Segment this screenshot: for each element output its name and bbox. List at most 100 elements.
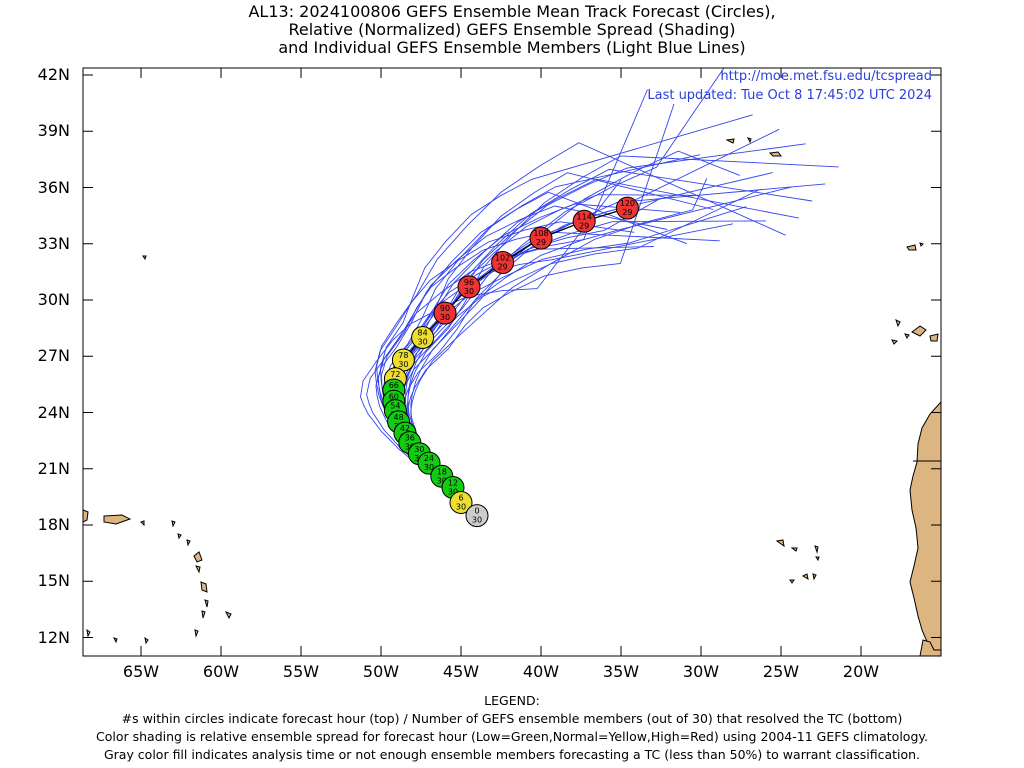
ensemble-member-line bbox=[400, 189, 760, 517]
forecast-hour-label: 42 bbox=[400, 424, 410, 433]
ensemble-member-line bbox=[366, 246, 654, 518]
longitude-label: 60W bbox=[202, 662, 240, 681]
member-count-label: 30 bbox=[398, 360, 408, 369]
member-count-label: 30 bbox=[472, 516, 482, 525]
longitude-label: 50W bbox=[362, 662, 400, 681]
forecast-circle bbox=[433, 301, 457, 325]
latitude-label: 15N bbox=[37, 571, 70, 591]
forecast-hour-label: 120 bbox=[620, 199, 635, 208]
forecast-circle bbox=[465, 504, 489, 528]
chart-title-line-3: and Individual GEFS Ensemble Members (Li… bbox=[278, 38, 746, 57]
latitude-label: 33N bbox=[37, 233, 70, 253]
longitude-label: 25W bbox=[762, 662, 800, 681]
south-america-coast bbox=[919, 639, 941, 656]
latitude-label: 27N bbox=[37, 346, 70, 366]
forecast-hour-label: 96 bbox=[464, 278, 474, 287]
forecast-hour-label: 0 bbox=[474, 507, 479, 516]
latitude-label: 39N bbox=[37, 121, 70, 141]
chart-title-line-2: Relative (Normalized) GEFS Ensemble Spre… bbox=[288, 20, 736, 39]
member-count-label: 29 bbox=[622, 208, 632, 217]
plot-frame bbox=[82, 67, 942, 657]
latitude-label: 30N bbox=[37, 290, 70, 309]
forecast-hour-label: 84 bbox=[418, 329, 428, 338]
legend-line-2: Color shading is relative ensemble sprea… bbox=[96, 729, 928, 744]
longitude-label: 65W bbox=[122, 662, 160, 681]
forecast-hour-label: 66 bbox=[389, 381, 399, 390]
forecast-hour-label: 36 bbox=[405, 434, 415, 443]
forecast-hour-label: 90 bbox=[440, 304, 450, 313]
azores-islands bbox=[725, 137, 782, 157]
member-count-label: 29 bbox=[536, 238, 546, 247]
forecast-hour-label: 54 bbox=[390, 402, 400, 411]
forecast-circle bbox=[411, 326, 435, 349]
latitude-label: 36N bbox=[37, 177, 70, 197]
longitude-label: 45W bbox=[442, 662, 480, 681]
forecast-hour-label: 108 bbox=[533, 229, 548, 238]
lesser-antilles-islands bbox=[86, 255, 232, 645]
latitude-label: 12N bbox=[37, 627, 70, 647]
forecast-circle bbox=[491, 251, 515, 274]
longitude-label: 30W bbox=[682, 662, 720, 681]
forecast-hour-label: 6 bbox=[458, 494, 463, 503]
forecast-hour-label: 102 bbox=[495, 254, 510, 263]
chart-title-line-1: AL13: 2024100806 GEFS Ensemble Mean Trac… bbox=[248, 2, 776, 21]
member-count-label: 29 bbox=[579, 221, 589, 230]
forecast-hour-label: 114 bbox=[577, 212, 592, 221]
member-count-label: 30 bbox=[418, 338, 428, 347]
legend-heading: LEGEND: bbox=[484, 693, 540, 708]
madeira-islands bbox=[906, 242, 924, 251]
forecast-hour-label: 30 bbox=[414, 445, 424, 454]
legend-line-3: Gray color fill indicates analysis time … bbox=[103, 747, 921, 762]
source-url-text: http://moe.met.fsu.edu/tcspread bbox=[720, 69, 932, 84]
cape-verde-islands bbox=[775, 539, 820, 584]
member-count-label: 30 bbox=[424, 463, 434, 472]
member-count-label: 29 bbox=[498, 263, 508, 272]
member-count-label: 30 bbox=[448, 488, 458, 497]
forecast-hour-label: 12 bbox=[448, 479, 458, 488]
forecast-hour-label: 60 bbox=[389, 392, 399, 401]
forecast-circle bbox=[529, 226, 553, 250]
forecast-point-0h: 030 bbox=[465, 504, 489, 528]
forecast-hour-label: 24 bbox=[424, 454, 434, 463]
latitude-label: 42N bbox=[37, 65, 70, 84]
latitude-label: 21N bbox=[37, 458, 70, 478]
hispaniola-edge bbox=[83, 509, 89, 523]
map-plot-area: 1202911429108291022996309030843078307230… bbox=[83, 68, 941, 656]
member-count-label: 30 bbox=[464, 287, 474, 296]
latitude-label: 18N bbox=[37, 515, 70, 534]
longitude-label: 20W bbox=[842, 662, 880, 681]
puerto-rico-island bbox=[103, 514, 132, 525]
longitude-label: 55W bbox=[282, 662, 320, 681]
legend-line-1: #s within circles indicate forecast hour… bbox=[121, 711, 903, 726]
forecast-hour-label: 48 bbox=[394, 413, 404, 422]
longitude-label: 35W bbox=[602, 662, 640, 681]
canary-islands bbox=[891, 319, 939, 345]
ensemble-mean-track-circles: 1202911429108291022996309030843078307230… bbox=[382, 196, 639, 528]
forecast-circle bbox=[449, 491, 473, 514]
ensemble-member-line bbox=[402, 183, 826, 518]
member-count-label: 30 bbox=[440, 313, 450, 322]
ensemble-member-line bbox=[399, 186, 793, 517]
member-count-label: 30 bbox=[437, 476, 447, 485]
forecast-hour-label: 18 bbox=[437, 467, 447, 476]
member-count-label: 30 bbox=[456, 503, 466, 512]
forecast-circle bbox=[572, 209, 596, 233]
forecast-point-6h: 630 bbox=[449, 491, 473, 514]
axis-ticks bbox=[83, 68, 941, 656]
ensemble-member-lines bbox=[360, 68, 839, 518]
latitude-label: 24N bbox=[37, 402, 70, 422]
forecast-hour-label: 72 bbox=[390, 370, 400, 379]
forecast-circle bbox=[457, 275, 481, 299]
forecast-hour-label: 78 bbox=[398, 351, 408, 360]
member-count-label: 30 bbox=[405, 443, 415, 452]
forecast-circle bbox=[615, 196, 639, 220]
longitude-label: 40W bbox=[522, 662, 560, 681]
